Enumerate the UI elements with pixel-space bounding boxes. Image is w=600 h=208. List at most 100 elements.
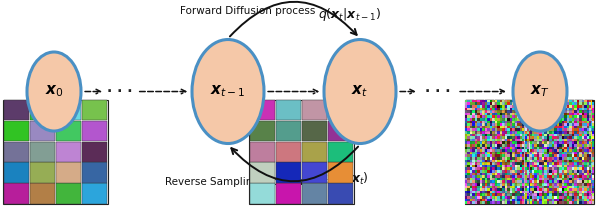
Bar bbox=[466, 121, 475, 131]
Bar bbox=[562, 178, 564, 180]
Bar bbox=[581, 139, 584, 141]
Bar bbox=[465, 121, 467, 123]
Bar bbox=[547, 173, 549, 175]
Bar bbox=[569, 144, 572, 147]
Bar bbox=[490, 139, 492, 141]
Bar bbox=[550, 121, 552, 123]
Bar bbox=[487, 155, 490, 157]
Bar bbox=[589, 126, 592, 128]
Bar bbox=[579, 118, 581, 121]
Bar bbox=[592, 129, 594, 131]
Bar bbox=[544, 191, 547, 193]
Bar bbox=[527, 118, 529, 121]
Bar bbox=[587, 131, 589, 134]
Bar bbox=[490, 155, 492, 157]
Bar bbox=[492, 199, 495, 201]
Bar bbox=[522, 131, 524, 134]
Bar bbox=[507, 155, 509, 157]
Bar bbox=[487, 144, 490, 147]
Bar bbox=[466, 100, 475, 110]
Bar bbox=[478, 136, 480, 139]
Bar bbox=[569, 175, 572, 178]
Bar bbox=[520, 170, 522, 173]
Bar bbox=[472, 193, 475, 196]
Bar bbox=[584, 188, 587, 191]
Bar bbox=[476, 110, 484, 120]
Bar bbox=[480, 118, 482, 121]
Bar bbox=[572, 165, 574, 167]
Bar bbox=[579, 147, 581, 149]
Bar bbox=[592, 173, 594, 175]
Bar bbox=[482, 170, 485, 173]
Bar bbox=[505, 129, 507, 131]
Bar bbox=[535, 118, 537, 121]
Bar bbox=[482, 118, 485, 121]
Bar bbox=[505, 110, 507, 113]
Bar bbox=[579, 110, 581, 113]
Bar bbox=[512, 144, 515, 147]
Bar bbox=[552, 165, 554, 167]
Bar bbox=[520, 181, 522, 183]
Bar bbox=[527, 186, 529, 188]
Bar bbox=[539, 129, 542, 131]
Bar bbox=[505, 103, 507, 105]
Bar bbox=[485, 134, 487, 136]
Bar bbox=[482, 131, 485, 134]
Bar bbox=[507, 183, 509, 186]
Bar bbox=[572, 201, 574, 204]
Bar bbox=[495, 175, 497, 178]
Bar bbox=[470, 136, 472, 139]
Bar bbox=[515, 196, 517, 199]
Bar bbox=[550, 144, 552, 147]
Bar bbox=[567, 175, 569, 178]
Bar bbox=[577, 186, 579, 188]
Bar bbox=[480, 199, 482, 201]
Bar bbox=[509, 139, 512, 141]
Bar bbox=[539, 144, 542, 147]
Bar bbox=[482, 162, 485, 165]
Bar bbox=[589, 178, 592, 180]
Bar bbox=[82, 142, 107, 162]
Bar bbox=[502, 188, 505, 191]
Bar bbox=[496, 110, 504, 120]
Bar bbox=[584, 194, 593, 204]
Bar bbox=[250, 100, 275, 120]
Bar bbox=[482, 149, 485, 152]
Bar bbox=[495, 113, 497, 115]
Bar bbox=[487, 136, 490, 139]
Bar bbox=[579, 173, 581, 175]
Bar bbox=[559, 131, 562, 134]
Bar bbox=[530, 186, 532, 188]
Bar bbox=[577, 123, 579, 126]
Bar bbox=[584, 139, 587, 141]
Bar bbox=[552, 118, 554, 121]
Bar bbox=[592, 183, 594, 186]
Bar bbox=[505, 173, 514, 183]
Bar bbox=[565, 152, 574, 162]
Bar bbox=[487, 123, 490, 126]
Bar bbox=[472, 162, 475, 165]
Bar bbox=[579, 103, 581, 105]
Bar bbox=[575, 121, 583, 131]
Bar bbox=[592, 167, 594, 170]
Bar bbox=[517, 134, 520, 136]
Bar bbox=[515, 160, 517, 162]
Bar bbox=[517, 160, 520, 162]
Bar bbox=[4, 100, 29, 120]
Bar bbox=[537, 170, 539, 173]
Bar bbox=[592, 147, 594, 149]
Bar bbox=[505, 121, 507, 123]
Ellipse shape bbox=[513, 52, 567, 131]
Bar bbox=[559, 126, 562, 128]
Bar bbox=[467, 131, 470, 134]
Bar bbox=[587, 155, 589, 157]
Bar bbox=[465, 100, 467, 102]
Bar bbox=[467, 178, 470, 180]
Bar bbox=[467, 186, 470, 188]
Bar bbox=[524, 175, 527, 178]
Bar bbox=[475, 105, 478, 108]
Bar bbox=[475, 181, 478, 183]
Bar bbox=[572, 183, 574, 186]
Bar bbox=[579, 201, 581, 204]
Bar bbox=[559, 100, 562, 102]
